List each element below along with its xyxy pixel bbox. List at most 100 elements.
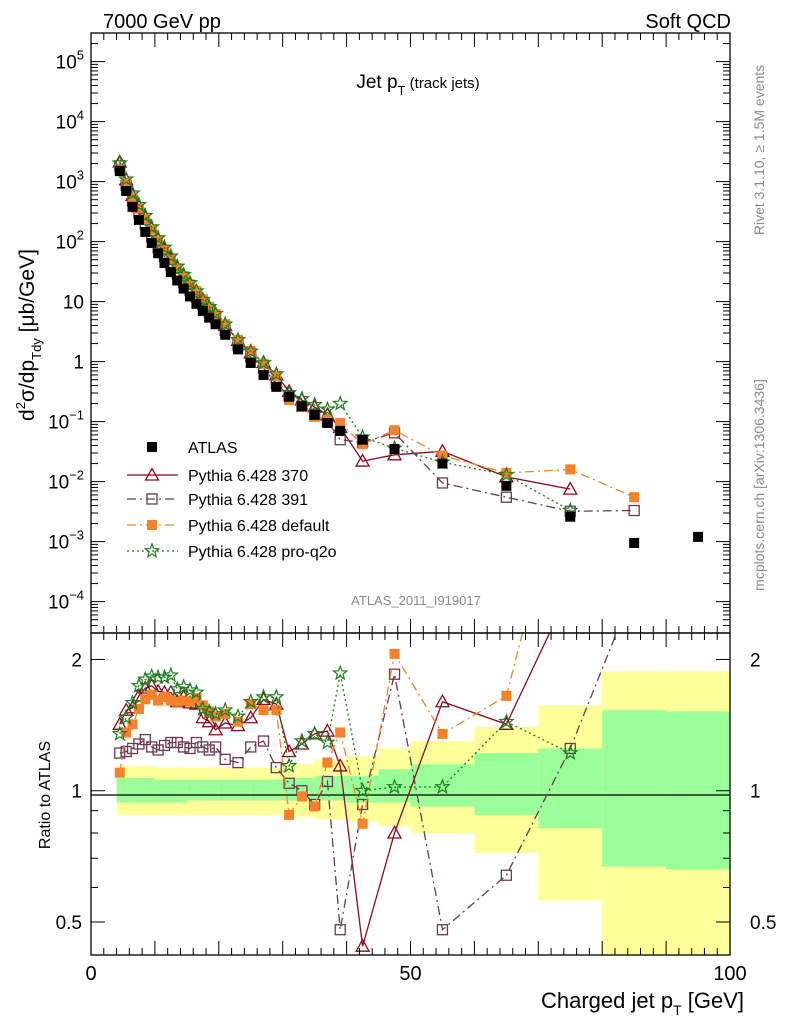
ratio-point-pythia-6-428-pro-q2o xyxy=(111,725,129,742)
data-point-atlas xyxy=(220,329,231,340)
data-point-pythia-6-428-pro-q2o xyxy=(319,400,336,417)
data-point-atlas xyxy=(191,298,202,309)
ratio-point-pythia-6-428-pro-q2o xyxy=(188,683,205,700)
ratio-point-pythia-6-428-pro-q2o xyxy=(293,732,311,749)
ratio-point-pythia-6-428-370 xyxy=(332,758,348,772)
ratio-point-pythia-6-428-391 xyxy=(232,756,244,769)
data-point-pythia-6-428-default xyxy=(565,464,576,475)
data-point-pythia-6-428-default xyxy=(389,425,400,436)
ratio-point-pythia-6-428-default xyxy=(114,767,125,778)
stat-uncertainty-band xyxy=(474,753,539,815)
ratio-point-pythia-6-428-pro-q2o xyxy=(216,701,234,718)
ratio-point-pythia-6-428-default xyxy=(178,695,189,706)
data-point-atlas xyxy=(140,226,151,237)
data-point-pythia-6-428-pro-q2o xyxy=(188,282,205,299)
data-point-pythia-6-428-pro-q2o xyxy=(194,290,212,307)
stat-uncertainty-band xyxy=(154,779,187,803)
mcplots-label: mcplots.cern.ch [arXiv:1306.3436] xyxy=(751,379,767,591)
ratio-point-pythia-6-428-391 xyxy=(197,741,209,753)
ratio-point-pythia-6-428-391 xyxy=(245,741,257,753)
data-point-pythia-6-428-default xyxy=(178,271,189,282)
data-point-pythia-6-428-default xyxy=(191,286,202,297)
data-point-atlas xyxy=(127,201,138,212)
data-point-pythia-6-428-pro-q2o xyxy=(137,206,154,223)
ratio-point-pythia-6-428-default xyxy=(335,727,346,738)
ratio-point-pythia-6-428-default xyxy=(565,440,575,450)
main-plot-series xyxy=(111,154,704,548)
y-axis-label-main: d2σ/dpTdy [μb/GeV] xyxy=(13,249,44,421)
data-point-pythia-6-428-pro-q2o xyxy=(255,354,272,370)
ratio-point-pythia-6-428-default xyxy=(501,690,512,701)
data-point-pythia-6-428-pro-q2o xyxy=(306,396,323,413)
ratio-point-pythia-6-428-default xyxy=(389,648,400,659)
ratio-point-pythia-6-428-391 xyxy=(146,741,158,753)
stat-uncertainty-band xyxy=(218,779,251,801)
ratio-point-pythia-6-428-370 xyxy=(217,715,233,729)
series-line-pythia-6-428-391 xyxy=(119,165,635,512)
ratio-point-pythia-6-428-pro-q2o xyxy=(386,778,403,794)
ratio-point-pythia-6-428-391 xyxy=(283,777,295,789)
ratio-point-pythia-6-428-pro-q2o xyxy=(137,670,154,687)
y-tick-label-ratio-right: 2 xyxy=(750,650,761,671)
ratio-point-pythia-6-428-default xyxy=(629,453,639,463)
data-point-atlas xyxy=(172,275,183,286)
data-point-pythia-6-428-391 xyxy=(628,504,640,517)
data-point-pythia-6-428-pro-q2o xyxy=(156,238,173,255)
plot-title: Jet pT (track jets) xyxy=(356,72,479,98)
ratio-point-pythia-6-428-pro-q2o xyxy=(255,688,272,705)
data-point-atlas xyxy=(258,369,269,380)
ratio-point-pythia-6-428-370 xyxy=(307,726,323,740)
ratio-point-pythia-6-428-391 xyxy=(436,924,449,936)
data-point-atlas xyxy=(245,357,256,368)
y-tick-label-main: 10−1 xyxy=(48,408,84,434)
data-point-pythia-6-428-391 xyxy=(500,491,513,503)
data-point-atlas xyxy=(159,258,170,269)
data-point-pythia-6-428-pro-q2o xyxy=(175,266,192,282)
y-tick-label-ratio: 2 xyxy=(71,650,82,671)
data-point-pythia-6-428-default xyxy=(133,203,144,214)
y-tick-label-main: 10−3 xyxy=(48,528,84,554)
data-point-atlas xyxy=(437,458,448,469)
stat-uncertainty-band xyxy=(602,710,667,867)
ratio-point-pythia-6-428-370 xyxy=(207,721,224,736)
stat-uncertainty-band xyxy=(116,777,155,803)
x-tick-label: 0 xyxy=(85,963,96,985)
ratio-point-pythia-6-428-370 xyxy=(281,743,297,758)
ratio-point-pythia-6-428-pro-q2o xyxy=(268,688,285,705)
ratio-point-pythia-6-428-pro-q2o xyxy=(117,709,135,725)
data-point-pythia-6-428-pro-q2o xyxy=(168,257,186,274)
data-point-atlas xyxy=(165,267,176,278)
ratio-point-pythia-6-428-391 xyxy=(139,733,151,746)
ratio-point-pythia-6-428-default xyxy=(191,693,202,704)
ratio-point-pythia-6-428-391 xyxy=(120,745,132,758)
header-left: 7000 GeV pp xyxy=(103,11,221,33)
data-point-pythia-6-428-default xyxy=(271,370,282,381)
data-point-pythia-6-428-default xyxy=(185,279,196,290)
ratio-point-pythia-6-428-391 xyxy=(388,668,401,680)
ratio-point-pythia-6-428-391 xyxy=(203,744,215,756)
y-tick-label-ratio-right: 1 xyxy=(750,782,761,803)
ratio-point-pythia-6-428-default xyxy=(185,696,196,707)
legend-marker-pythia-6-428-391 xyxy=(146,493,158,505)
stat-uncertainty-band xyxy=(410,764,475,807)
y-tick-label-main: 103 xyxy=(56,168,84,194)
data-point-atlas xyxy=(296,401,307,412)
ratio-point-pythia-6-428-pro-q2o xyxy=(434,778,451,795)
y-tick-label-ratio-right: 0.5 xyxy=(750,913,776,934)
stat-uncertainty-band xyxy=(250,779,283,801)
ratio-point-pythia-6-428-391 xyxy=(165,736,177,749)
ratio-point-pythia-6-428-pro-q2o xyxy=(242,693,260,709)
data-point-pythia-6-428-pro-q2o xyxy=(200,298,218,314)
data-point-atlas xyxy=(501,480,512,491)
data-point-atlas xyxy=(271,381,282,392)
legend-marker-atlas xyxy=(147,442,157,452)
ratio-point-pythia-6-428-391 xyxy=(564,742,576,755)
ratio-point-pythia-6-428-default xyxy=(153,695,164,706)
x-axis-label: Charged jet pT [GeV] xyxy=(541,988,744,1018)
legend-label-pythia-6-428-391: Pythia 6.428 391 xyxy=(188,492,308,509)
ratio-point-pythia-6-428-pro-q2o xyxy=(156,668,173,685)
legend-marker-pythia-6-428-370 xyxy=(144,467,160,481)
ratio-point-pythia-6-428-pro-q2o xyxy=(124,694,141,711)
data-point-pythia-6-428-pro-q2o xyxy=(143,218,161,235)
ratio-point-pythia-6-428-pro-q2o xyxy=(229,707,247,724)
